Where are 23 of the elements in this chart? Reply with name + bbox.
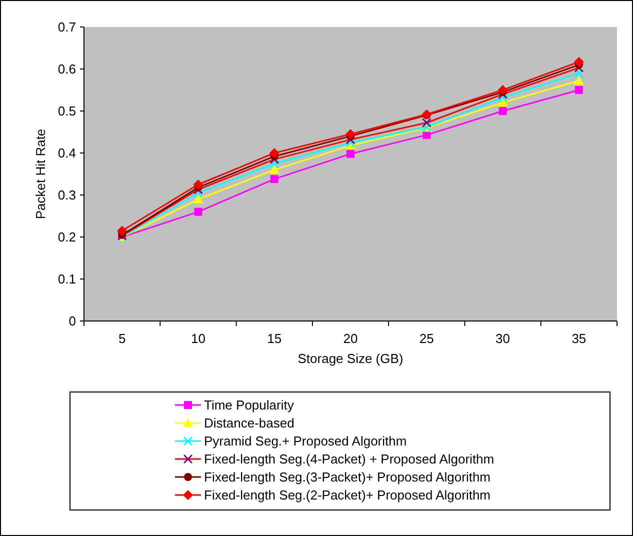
x-tick-label: 20 — [343, 331, 358, 346]
x-axis-title: Storage Size (GB) — [298, 351, 404, 366]
x-tick-label: 25 — [419, 331, 434, 346]
x-tick-label: 5 — [118, 331, 126, 346]
x-tick-label: 10 — [190, 331, 206, 346]
legend-label: Time Popularity — [204, 398, 294, 413]
legend-label: Fixed-length Seg.(4-Packet) + Proposed Algorithm — [204, 452, 494, 467]
x-tick-label: 35 — [572, 331, 586, 346]
legend-label: Pyramid Seg.+ Proposed Algorithm — [204, 434, 407, 449]
y-tick-label: 0.6 — [58, 62, 76, 77]
y-tick-label: 0 — [68, 314, 76, 329]
y-tick-label: 0.5 — [58, 104, 76, 119]
y-tick-label: 0.3 — [58, 188, 76, 203]
x-tick-label: 15 — [267, 331, 282, 346]
legend-label: Distance-based — [204, 416, 294, 431]
y-tick-label: 0.1 — [58, 272, 76, 287]
legend-label: Fixed-length Seg.(3-Packet)+ Proposed Algorithm — [204, 470, 491, 485]
y-axis-title: Packet Hit Rate — [33, 128, 48, 220]
y-tick-label: 0.4 — [58, 146, 76, 161]
y-tick-label: 0.7 — [58, 20, 76, 35]
y-tick-label: 0.2 — [58, 230, 76, 245]
legend-label: Fixed-length Seg.(2-Packet)+ Proposed Algorithm — [204, 488, 491, 503]
x-tick-label: 30 — [496, 331, 510, 346]
